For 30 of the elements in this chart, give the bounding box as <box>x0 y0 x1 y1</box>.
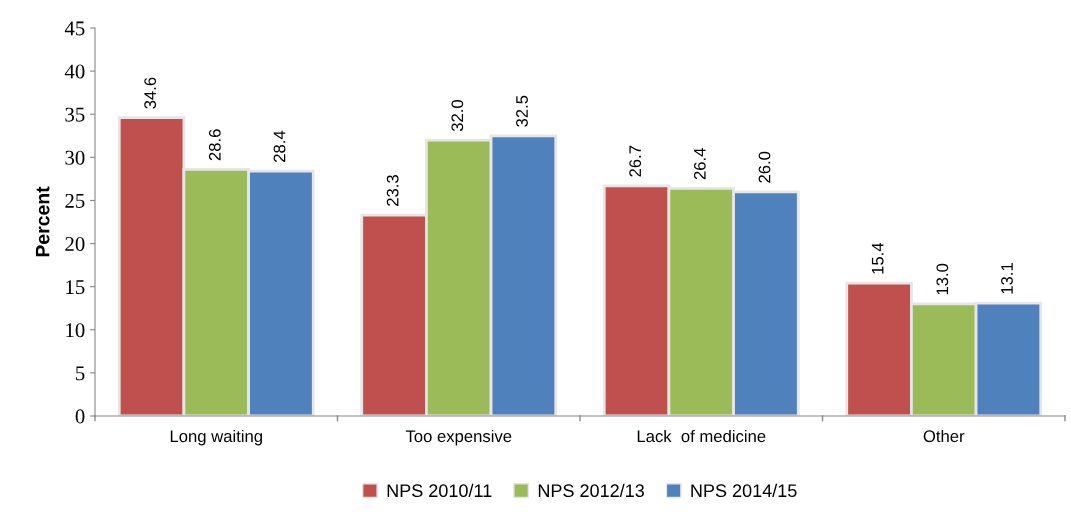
y-tick-label: 25 <box>65 193 85 208</box>
data-label: 15.4 <box>871 242 884 274</box>
y-tick-label: 45 <box>64 21 85 36</box>
data-label: 26.0 <box>758 151 771 183</box>
y-tick-label: 20 <box>65 236 85 251</box>
x-tick-label: Other <box>923 429 965 443</box>
x-tick-label: Too expensive <box>405 429 512 446</box>
data-label: 26.4 <box>693 148 706 180</box>
y-axis-title: Percent <box>35 186 50 257</box>
data-label: 28.4 <box>273 130 286 162</box>
legend-label: NPS 2014/15 <box>691 483 797 498</box>
legend-label: NPS 2012/13 <box>538 483 644 498</box>
y-tick-label: 30 <box>65 150 85 165</box>
y-tick-label: 40 <box>64 64 85 79</box>
data-label: 23.3 <box>386 175 399 206</box>
x-tick-label: Long waiting <box>170 429 262 446</box>
data-label: 13.1 <box>1001 263 1013 294</box>
legend-label: NPS 2010/11 <box>387 483 492 498</box>
y-tick-label: 15 <box>66 280 85 295</box>
data-label: 28.6 <box>208 129 221 161</box>
data-label: 32.5 <box>516 95 528 127</box>
y-tick-label: 0 <box>75 409 85 424</box>
x-tick-label: Lack of medicine <box>637 429 766 443</box>
y-tick-label: 5 <box>76 366 85 381</box>
data-label: 34.6 <box>144 77 157 109</box>
data-label: 26.7 <box>629 145 642 177</box>
y-tick-label: 35 <box>65 107 85 122</box>
data-label: 32.0 <box>451 99 464 132</box>
y-tick-label: 10 <box>66 323 85 338</box>
data-label: 13.0 <box>936 263 949 295</box>
